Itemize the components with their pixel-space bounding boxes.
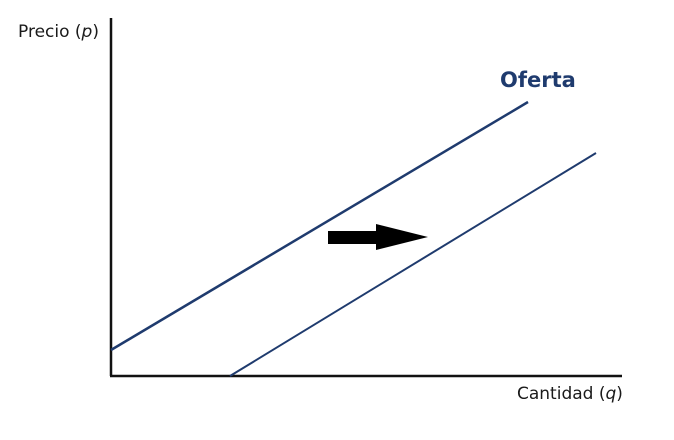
supply-curve-original — [110, 100, 529, 352]
supply-curve-shifted — [229, 152, 597, 377]
y-axis-title: Precio (p) — [18, 22, 99, 42]
x-axis-title: Cantidad (q) — [517, 384, 623, 404]
right-arrow-icon — [328, 224, 428, 250]
supply-curve-label: Oferta — [500, 68, 576, 92]
